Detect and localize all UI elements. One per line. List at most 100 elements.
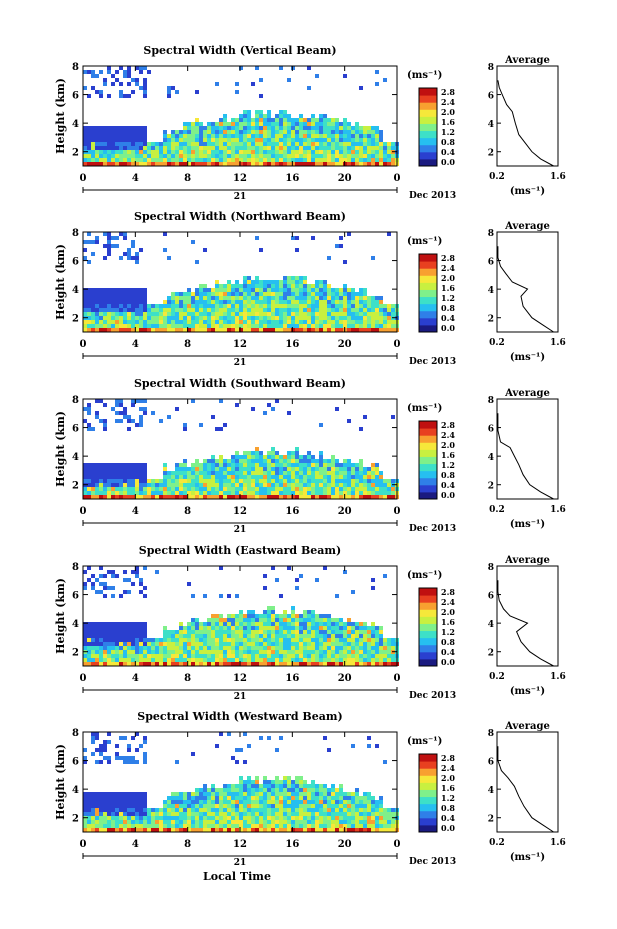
heatmap-cell bbox=[167, 495, 171, 499]
heatmap-cell bbox=[339, 796, 343, 800]
heatmap-cell bbox=[107, 732, 111, 736]
heatmap-cell bbox=[247, 467, 251, 471]
heatmap-cell bbox=[279, 455, 283, 459]
heatmap-cell bbox=[303, 158, 307, 162]
heatmap-cell bbox=[359, 479, 363, 483]
heatmap-cell bbox=[115, 808, 119, 812]
heatmap-cell bbox=[183, 642, 187, 646]
heatmap-cell bbox=[107, 570, 111, 574]
heatmap-cell bbox=[143, 324, 147, 328]
heatmap-cell bbox=[339, 244, 343, 248]
heatmap-cell bbox=[311, 626, 315, 630]
heatmap-cell bbox=[191, 158, 195, 162]
heatmap-cell bbox=[175, 796, 179, 800]
heatmap-cell bbox=[279, 130, 283, 134]
heatmap-cell bbox=[83, 463, 87, 467]
heatmap-cell bbox=[199, 642, 203, 646]
heatmap-cell bbox=[211, 463, 215, 467]
heatmap-cell bbox=[215, 479, 219, 483]
average-x-label: (ms⁻¹) bbox=[510, 519, 545, 530]
heatmap-cell bbox=[199, 134, 203, 138]
heatmap-cell bbox=[347, 495, 351, 499]
heatmap-cell bbox=[323, 658, 327, 662]
heatmap-cell bbox=[299, 804, 303, 808]
heatmap-cell bbox=[331, 304, 335, 308]
heatmap-cell bbox=[95, 796, 99, 800]
heatmap-cell bbox=[107, 320, 111, 324]
heatmap-cell bbox=[235, 804, 239, 808]
heatmap-cell bbox=[235, 158, 239, 162]
heatmap-cell bbox=[215, 467, 219, 471]
heatmap-cell bbox=[323, 114, 327, 118]
heatmap-cell bbox=[215, 138, 219, 142]
heatmap-cell bbox=[291, 122, 295, 126]
heatmap-cell bbox=[215, 288, 219, 292]
heatmap-cell bbox=[171, 642, 175, 646]
heatmap-cell bbox=[139, 622, 143, 626]
heatmap-cell bbox=[227, 495, 231, 499]
heatmap-cell bbox=[359, 658, 363, 662]
heatmap-cell bbox=[115, 300, 119, 304]
heatmap-cell bbox=[227, 308, 231, 312]
heatmap-cell bbox=[295, 634, 299, 638]
heatmap-cell bbox=[231, 824, 235, 828]
heatmap-cell bbox=[323, 471, 327, 475]
heatmap-cell bbox=[231, 800, 235, 804]
heatmap-cell bbox=[379, 304, 383, 308]
heatmap-cell bbox=[327, 662, 331, 666]
heatmap-cell bbox=[223, 630, 227, 634]
heatmap-cell bbox=[143, 304, 147, 308]
heatmap-cell bbox=[247, 642, 251, 646]
heatmap-cell bbox=[111, 816, 115, 820]
heatmap-cell bbox=[139, 590, 143, 594]
heatmap-cell bbox=[115, 316, 119, 320]
heatmap-cell bbox=[295, 487, 299, 491]
colorbar-swatch bbox=[419, 151, 437, 160]
date-label: Dec 2013 bbox=[409, 691, 456, 701]
heatmap-cell bbox=[211, 828, 215, 832]
heatmap-cell bbox=[171, 312, 175, 316]
heatmap-cell bbox=[319, 118, 323, 122]
heatmap-cell bbox=[235, 760, 239, 764]
heatmap-cell bbox=[291, 467, 295, 471]
heatmap-cell bbox=[223, 662, 227, 666]
heatmap-cell bbox=[151, 308, 155, 312]
heatmap-cell bbox=[95, 399, 99, 403]
heatmap-cell bbox=[331, 312, 335, 316]
heatmap-cell bbox=[131, 808, 135, 812]
heatmap-cell bbox=[295, 122, 299, 126]
average-y-tick-label: 6 bbox=[488, 758, 494, 768]
heatmap-cell bbox=[287, 150, 291, 154]
heatmap-cell bbox=[255, 658, 259, 662]
heatmap-cell bbox=[363, 828, 367, 832]
heatmap-cell bbox=[251, 824, 255, 828]
heatmap-cell bbox=[191, 752, 195, 756]
heatmap-cell bbox=[119, 650, 123, 654]
heatmap-cell bbox=[359, 130, 363, 134]
heatmap-cell bbox=[175, 150, 179, 154]
heatmap-cell bbox=[103, 642, 107, 646]
heatmap-cell bbox=[355, 495, 359, 499]
heatmap-cell bbox=[95, 622, 99, 626]
heatmap-cell bbox=[175, 300, 179, 304]
heatmap-cell bbox=[207, 654, 211, 658]
heatmap-cell bbox=[263, 471, 267, 475]
heatmap-cell bbox=[111, 150, 115, 154]
heatmap-cell bbox=[347, 824, 351, 828]
heatmap-cell bbox=[243, 300, 247, 304]
heatmap-cell bbox=[127, 796, 131, 800]
heatmap-cell bbox=[171, 495, 175, 499]
heatmap-cell bbox=[279, 630, 283, 634]
heatmap-cell bbox=[267, 475, 271, 479]
heatmap-cell bbox=[91, 162, 95, 166]
heatmap-cell bbox=[131, 760, 135, 764]
heatmap-cell bbox=[143, 658, 147, 662]
heatmap-cell bbox=[119, 828, 123, 832]
heatmap-cell bbox=[311, 820, 315, 824]
colorbar-swatch bbox=[419, 442, 437, 450]
heatmap-cell bbox=[235, 808, 239, 812]
heatmap-cell bbox=[319, 626, 323, 630]
heatmap-cell bbox=[303, 142, 307, 146]
heatmap-cell bbox=[231, 622, 235, 626]
heatmap-cell bbox=[291, 614, 295, 618]
